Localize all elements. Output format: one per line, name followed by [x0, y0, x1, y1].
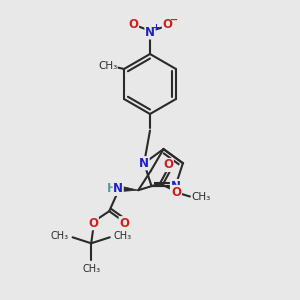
- Text: O: O: [171, 185, 182, 199]
- Text: N: N: [113, 182, 123, 195]
- Text: CH₃: CH₃: [82, 264, 100, 274]
- Text: +: +: [152, 23, 159, 32]
- Text: N: N: [145, 26, 155, 39]
- Text: N: N: [170, 179, 181, 193]
- Text: N: N: [139, 157, 149, 170]
- Text: −: −: [170, 15, 178, 25]
- Text: O: O: [163, 158, 173, 172]
- Text: O: O: [88, 217, 98, 230]
- Text: CH₃: CH₃: [51, 231, 69, 241]
- Text: O: O: [128, 17, 139, 31]
- Text: CH₃: CH₃: [191, 191, 211, 202]
- Text: H: H: [107, 182, 117, 195]
- Text: O: O: [119, 217, 129, 230]
- Text: CH₃: CH₃: [98, 61, 117, 71]
- Text: O: O: [162, 18, 172, 32]
- Text: CH₃: CH₃: [114, 231, 132, 241]
- Polygon shape: [118, 186, 138, 192]
